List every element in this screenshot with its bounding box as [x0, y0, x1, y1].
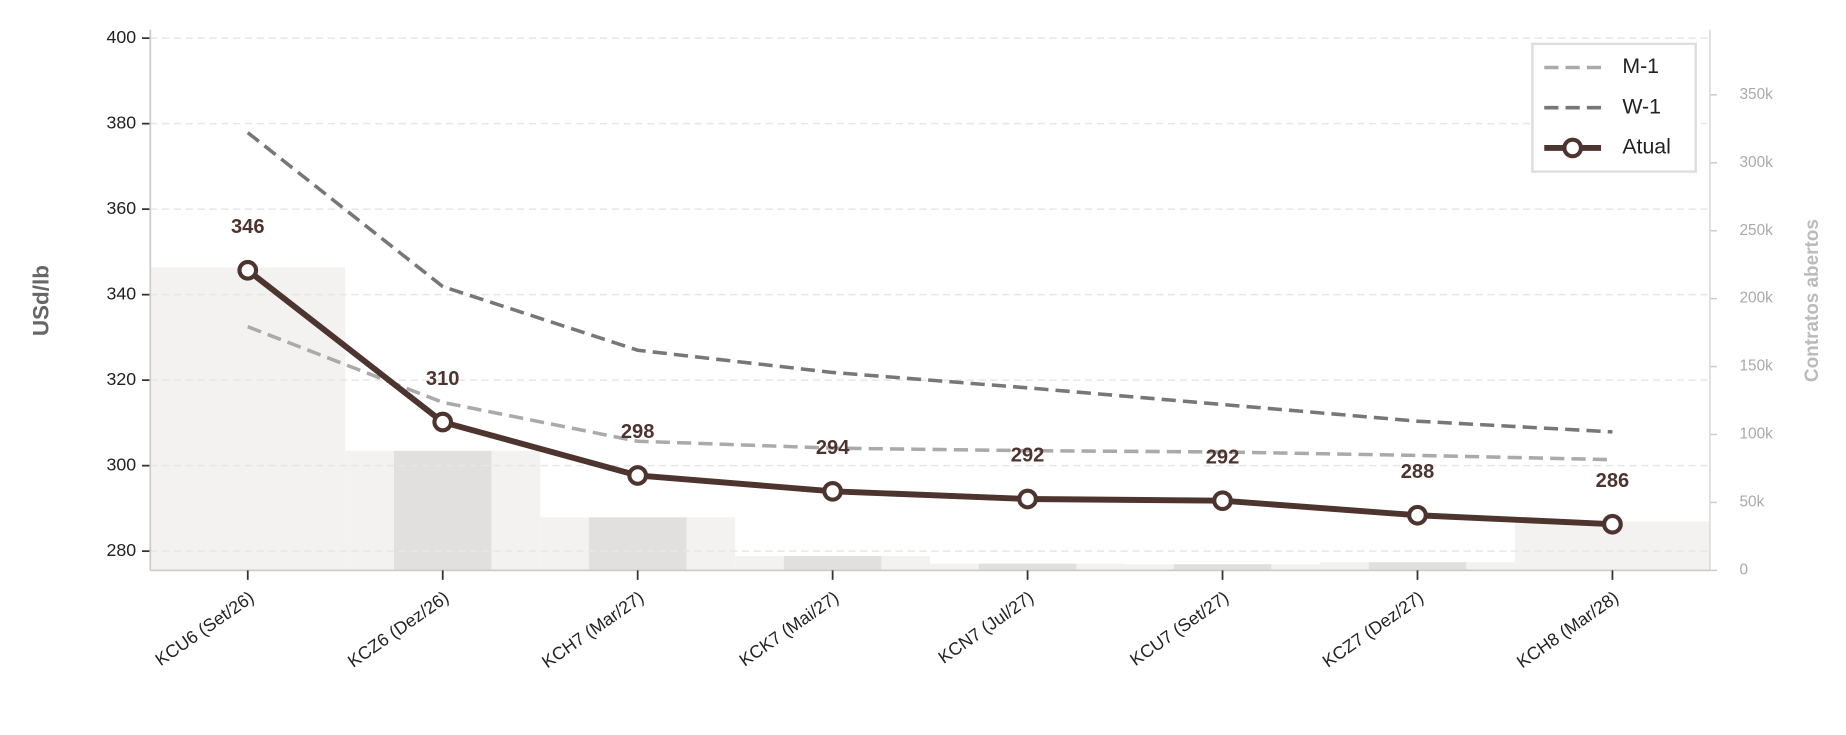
- legend-label: W-1: [1622, 94, 1661, 118]
- x-tick-label: KCU7 (Set/27): [1126, 587, 1232, 670]
- open-interest-area: [150, 267, 346, 571]
- open-interest-bar: [588, 517, 687, 571]
- series-line: [247, 325, 1613, 462]
- legend-label: Atual: [1622, 135, 1671, 159]
- point: [1602, 513, 1623, 535]
- open-interest-bar: [978, 563, 1077, 571]
- y2-axis-label: Contratos abertos: [1802, 219, 1823, 382]
- data-label: 346: [231, 216, 265, 238]
- y-axis-label: USd/lb: [29, 265, 54, 336]
- series-line: [246, 131, 1613, 434]
- x-tick-label: KCK7 (Mai/27): [736, 587, 843, 670]
- y2-tick-label: 150k: [1740, 358, 1774, 375]
- x-tick-label: KCZ6 (Dez/26): [344, 587, 452, 671]
- y2-tick-label: 100k: [1740, 426, 1774, 443]
- point: [1212, 490, 1233, 512]
- x-tick-label: KCU6 (Set/26): [151, 587, 257, 670]
- open-interest-bar: [783, 556, 882, 571]
- y2-tick-label: 350k: [1740, 86, 1774, 103]
- y2-tick-label: 0: [1740, 561, 1749, 578]
- y-tick-label: 380: [106, 112, 136, 132]
- data-label: 298: [621, 421, 655, 443]
- point: [822, 480, 843, 502]
- y-tick-label: 340: [106, 283, 136, 303]
- y-tick-label: 320: [106, 369, 136, 389]
- legend-marker: [1562, 137, 1584, 159]
- y2-tick-label: 300k: [1740, 154, 1774, 171]
- point: [237, 259, 259, 281]
- x-tick-label: KCN7 (Jul/27): [935, 587, 1038, 667]
- data-label: 294: [816, 437, 850, 459]
- point: [432, 411, 454, 433]
- y-tick-label: 300: [106, 454, 136, 474]
- x-tick-label: KCZ7 (Dez/27): [1319, 587, 1427, 671]
- point: [1407, 504, 1428, 526]
- legend-label: M-1: [1622, 54, 1659, 78]
- data-label: 292: [1011, 445, 1045, 467]
- x-tick-label: KCH8 (Mar/28): [1513, 587, 1622, 672]
- open-interest-bar: [1368, 562, 1467, 571]
- y2-tick-label: 200k: [1740, 290, 1774, 307]
- point: [627, 465, 649, 486]
- data-label: 292: [1206, 446, 1240, 468]
- data-label: 286: [1596, 470, 1630, 492]
- x-tick-label: KCH7 (Mar/27): [538, 587, 647, 672]
- y2-tick-label: 50k: [1740, 494, 1765, 511]
- y-tick-label: 360: [106, 198, 136, 218]
- y2-tick-label: 250k: [1740, 222, 1774, 239]
- open-interest-bar: [1173, 564, 1272, 571]
- point: [1017, 488, 1038, 510]
- series-line: [245, 267, 1613, 528]
- y-tick-label: 400: [106, 27, 136, 47]
- y-tick-label: 280: [106, 540, 136, 560]
- data-label: 310: [426, 368, 460, 390]
- open-interest-bar: [393, 450, 492, 571]
- data-label: 288: [1401, 461, 1435, 483]
